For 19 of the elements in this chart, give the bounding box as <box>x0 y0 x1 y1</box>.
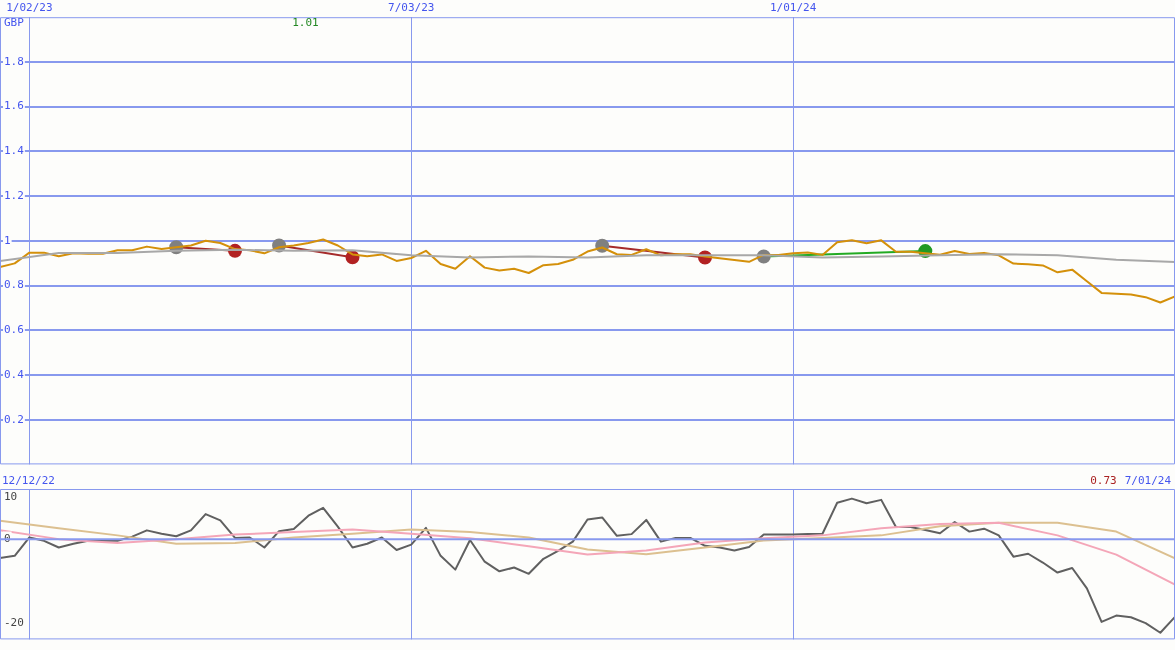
x-tick-label: 7/03/23 <box>388 1 435 15</box>
y-tick-label: 1.8 <box>4 54 24 68</box>
annotation: 1.01 <box>292 16 319 30</box>
y-tick-label: 0.2 <box>4 412 24 426</box>
y-axis-title: GBP <box>4 16 25 30</box>
text: 12/12/22 <box>2 473 55 487</box>
y-tick-label: 10 <box>4 490 18 504</box>
y-tick-label: 1.4 <box>4 144 25 158</box>
y-tick-label: 1.6 <box>4 99 24 113</box>
text: 7/01/24 <box>1124 473 1172 487</box>
x-tick-label: 1/02/23 <box>6 1 53 15</box>
x-tick-label: 1/01/24 <box>769 1 817 15</box>
y-tick-label: 0.8 <box>4 278 24 292</box>
text: 0.73 <box>1090 473 1117 487</box>
y-tick-label: 0.6 <box>4 323 24 337</box>
y-tick-label: 0.4 <box>4 367 25 381</box>
y-tick-label: 1 <box>4 233 11 247</box>
y-tick-label: -20 <box>4 615 24 629</box>
y-tick-label: 1.2 <box>4 188 24 202</box>
